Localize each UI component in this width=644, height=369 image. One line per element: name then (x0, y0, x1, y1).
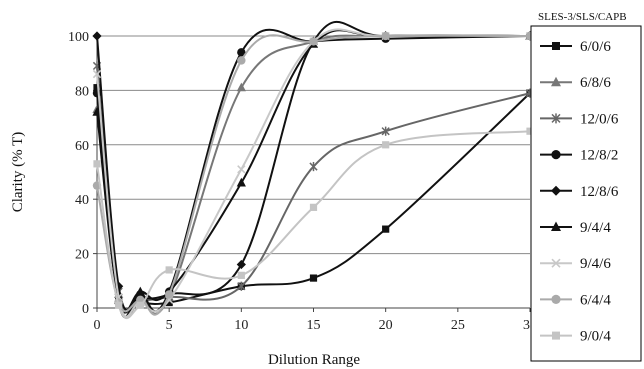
data-point-6-8-6-10 (236, 82, 246, 92)
data-point-12-8-6-10 (236, 259, 246, 270)
legend: 6/0/6 6/8/6 12/0/6 12/8/2 12/8/6 9/4/4 9/4/6 6/… (540, 39, 619, 345)
y-tick-label-0: 0 (82, 302, 89, 317)
series-line-6-0-6 (96, 87, 531, 319)
series-line-6-8-6 (96, 34, 531, 315)
legend-entry-12-8-2: 12/8/2 (540, 148, 618, 164)
data-point-12-8-2-0 (92, 88, 102, 98)
legend-label: 9/4/4 (580, 220, 611, 236)
legend-label: 6/4/4 (580, 292, 611, 308)
data-point-12-8-6-0 (92, 31, 102, 41)
data-point-6-4-4-15 (309, 37, 318, 46)
data-point-12-8-2-10 (237, 48, 246, 57)
data-point-12-0-6-20 (381, 126, 390, 136)
legend-entry-9-0-4: 9/0/4 (540, 329, 611, 345)
series-line-9-4-4 (96, 29, 531, 314)
legend-marker (552, 331, 560, 340)
legend-title: SLES-3/SLS/CAPB (538, 11, 627, 23)
series-9-0-4 (93, 127, 534, 320)
legend-label: 9/4/6 (580, 256, 611, 272)
series-lines (92, 20, 535, 320)
data-point-9-0-4-3 (136, 301, 144, 309)
data-point-6-0-6-20 (382, 225, 390, 233)
data-point-9-0-4-10 (237, 271, 245, 279)
series-6-4-4 (92, 31, 535, 316)
y-axis-title: Clarity (% T) (10, 132, 26, 213)
data-point-9-0-4-20 (382, 141, 390, 149)
legend-label: 12/0/6 (580, 111, 619, 127)
legend-entry-6-8-6: 6/8/6 (540, 75, 611, 91)
legend-marker (552, 42, 560, 50)
legend-entry-9-4-6: 9/4/6 (540, 256, 611, 272)
data-point-6-0-6-15 (309, 274, 318, 282)
y-tick-label-100: 100 (68, 30, 89, 45)
x-axis-title: Dilution Range (268, 352, 360, 368)
x-tick-label-0: 0 (94, 318, 101, 333)
legend-label: 9/0/4 (580, 329, 611, 345)
data-point-9-4-4-10 (236, 177, 246, 187)
data-point-6-0-6-5 (165, 298, 173, 307)
data-point-9-4-6-0 (92, 69, 102, 79)
legend-marker (551, 185, 561, 196)
legend-marker (551, 113, 561, 124)
data-point-6-4-4-5 (164, 290, 174, 299)
x-tick-label-20: 20 (379, 318, 393, 333)
data-point-9-0-4-5 (165, 266, 173, 274)
legend-marker (551, 221, 561, 231)
data-point-12-0-6-10 (237, 281, 246, 291)
legend-label: 12/8/2 (580, 148, 618, 164)
legend-marker (551, 258, 561, 268)
data-point-9-0-4-1.5 (115, 301, 123, 309)
series-line-9-0-4 (96, 130, 531, 320)
y-tick-label-40: 40 (75, 193, 89, 208)
series-9-4-6 (92, 28, 535, 318)
legend-entry-9-4-4: 9/4/4 (540, 220, 611, 236)
data-point-9-4-4-0 (92, 107, 102, 116)
legend-entry-12-8-6: 12/8/6 (540, 184, 619, 200)
data-point-9-0-4-15 (309, 203, 318, 211)
data-point-6-0-6-0 (93, 84, 101, 92)
data-point-9-4-6-10 (237, 165, 246, 174)
x-tick-label-25: 25 (451, 318, 465, 333)
axes (93, 35, 531, 312)
data-point-6-4-4-20 (381, 31, 390, 41)
legend-label: 6/0/6 (580, 39, 611, 55)
legend-marker (551, 76, 561, 87)
legend-entry-6-4-4: 6/4/4 (540, 292, 611, 308)
series-12-8-2 (92, 28, 535, 319)
legend-marker (551, 294, 561, 304)
series-6-0-6 (93, 84, 534, 319)
x-tick-label-10: 10 (234, 318, 248, 333)
data-point-9-0-4-30 (526, 127, 534, 135)
gridlines (97, 35, 530, 255)
x-tick-label-15: 15 (307, 318, 321, 333)
legend-label: 12/8/6 (580, 184, 619, 200)
series-9-4-4 (92, 29, 535, 314)
y-tick-label-80: 80 (75, 84, 89, 99)
legend-label: 6/8/6 (580, 75, 611, 91)
legend-marker (551, 150, 561, 160)
y-tick-label-60: 60 (75, 139, 89, 154)
x-tick-label-5: 5 (166, 318, 173, 333)
data-point-12-0-6-15 (309, 161, 318, 172)
data-point-9-0-4-0 (93, 160, 101, 168)
data-point-9-4-4-3 (135, 286, 145, 296)
legend-entry-6-0-6: 6/0/6 (540, 39, 611, 55)
series-6-8-6 (92, 30, 535, 315)
legend-entry-12-0-6: 12/0/6 (540, 111, 619, 127)
data-point-6-4-4-10 (237, 56, 246, 65)
y-tick-label-20: 20 (75, 248, 89, 263)
